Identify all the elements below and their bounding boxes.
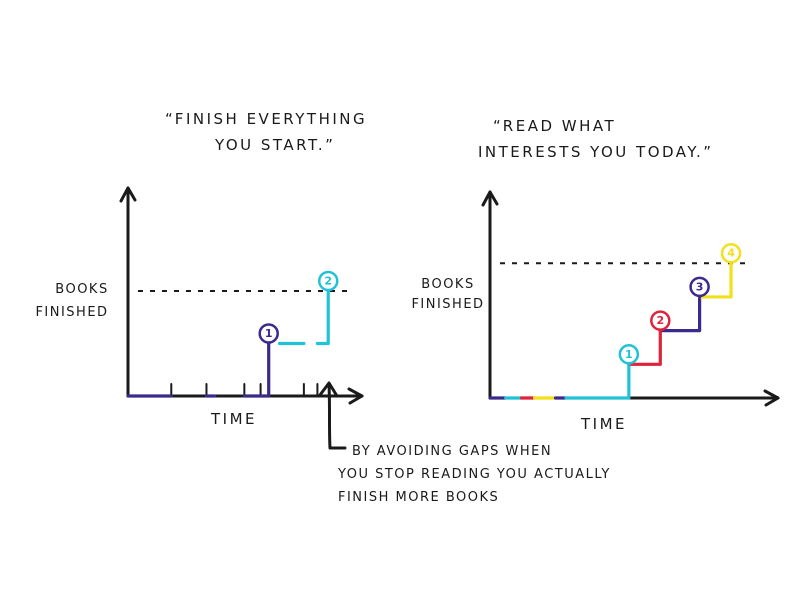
right-plot-area: 1 2 3 4: [481, 190, 780, 407]
marker-label: 2: [324, 275, 332, 288]
x-axis-arrowhead: [347, 387, 364, 405]
marker-circle: [317, 270, 339, 292]
marker-label: 3: [696, 280, 704, 293]
marker-circle: [650, 310, 671, 331]
x-axis-arrowhead: [763, 389, 780, 407]
y-axis-arrowhead: [119, 186, 137, 203]
annotation-arrowhead: [318, 381, 339, 398]
left-plot-area: 12: [119, 186, 364, 405]
marker-circle: [720, 242, 742, 264]
annotation-arrow: [327, 383, 347, 450]
annotation-line-3: FINISH MORE BOOKS: [338, 490, 499, 505]
right-title-line-1: “READ WHAT: [493, 117, 616, 135]
annotation-line-1: BY AVOIDING GAPS WHEN: [352, 444, 552, 459]
chart-read-what-interests: “READ WHAT INTERESTS YOU TODAY.” BOOKS F…: [411, 117, 780, 433]
book-finished-marker-1: 1: [618, 344, 640, 366]
right-xlabel: TIME: [580, 415, 627, 433]
book-finished-marker-3: 3: [689, 276, 710, 299]
left-xlabel: TIME: [210, 410, 257, 428]
marker-circle: [618, 344, 640, 365]
reading-segment-4: [315, 289, 330, 346]
marker-circle: [689, 276, 710, 298]
y-axis-arrowhead: [481, 190, 499, 207]
marker-label: 1: [265, 327, 273, 340]
right-ylabel-line-2: FINISHED: [411, 297, 484, 312]
left-ylabel-line-1: BOOKS: [55, 282, 108, 297]
reading-segment-8: [698, 261, 733, 299]
right-ylabel-line-1: BOOKS: [421, 277, 474, 292]
left-ylabel-line-2: FINISHED: [35, 305, 108, 320]
chart-finish-everything: “FINISH EVERYTHING YOU START.” BOOKS FIN…: [35, 110, 611, 505]
left-title-line-2: YOU START.”: [214, 136, 335, 154]
right-title-line-2: INTERESTS YOU TODAY.”: [478, 143, 714, 161]
book-finished-marker-1: 1: [258, 323, 279, 346]
reading-segment-5: [564, 362, 631, 400]
marker-label: 4: [727, 247, 735, 260]
left-title-line-1: “FINISH EVERYTHING: [165, 110, 367, 128]
reading-segment-2: [242, 341, 271, 398]
marker-label: 2: [656, 314, 664, 327]
annotation-line-2: YOU STOP READING YOU ACTUALLY: [337, 467, 611, 482]
book-finished-marker-4: 4: [720, 242, 742, 265]
marker-label: 1: [625, 348, 633, 361]
book-finished-marker-2: 2: [317, 270, 339, 293]
marker-circle: [258, 323, 279, 344]
reading-segment-6: [627, 329, 662, 366]
reading-segment-7: [658, 295, 702, 333]
book-finished-marker-2: 2: [650, 310, 671, 333]
